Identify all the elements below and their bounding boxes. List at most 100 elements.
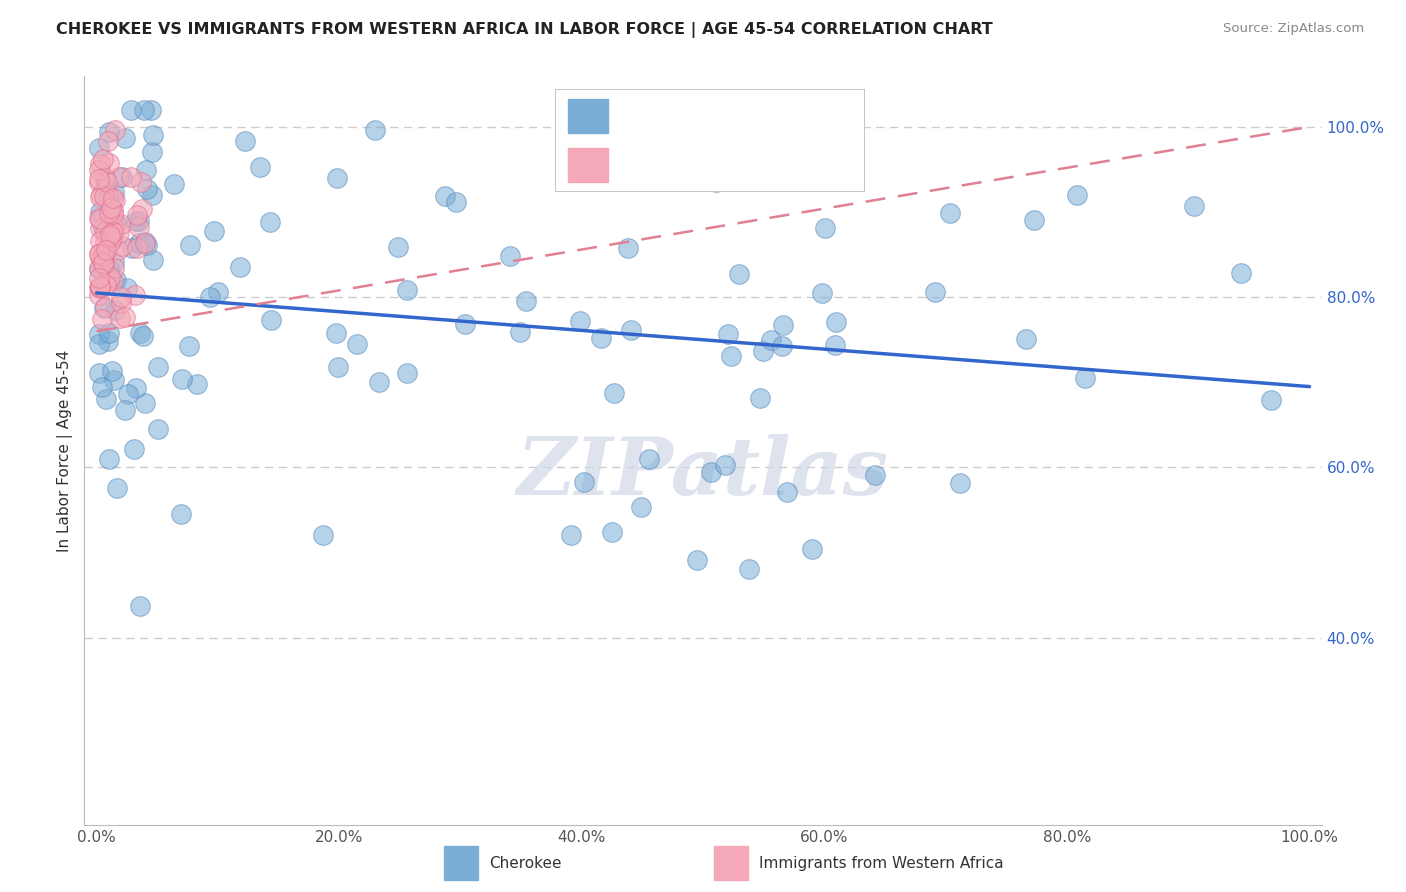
Point <box>97 231 120 245</box>
Point <box>105 216 128 230</box>
Point <box>1024 213 1046 227</box>
Point <box>134 163 156 178</box>
Point <box>103 191 125 205</box>
Point <box>368 376 391 390</box>
Point <box>97 155 120 169</box>
Point <box>727 268 749 282</box>
Point <box>89 175 111 189</box>
Point <box>103 255 125 269</box>
Point <box>128 214 150 228</box>
Point <box>101 230 124 244</box>
Text: -0.145: -0.145 <box>673 107 737 125</box>
Point <box>122 442 145 456</box>
Point <box>114 403 136 417</box>
Point <box>89 205 111 219</box>
Point <box>924 285 946 299</box>
Point <box>87 337 110 351</box>
Point <box>89 234 111 248</box>
Point <box>515 294 537 309</box>
FancyBboxPatch shape <box>714 846 748 880</box>
Point <box>949 475 972 490</box>
Point <box>104 194 127 208</box>
Text: Cherokee: Cherokee <box>489 855 562 871</box>
Point <box>1182 199 1205 213</box>
Point <box>141 188 163 202</box>
Point <box>772 339 794 353</box>
Text: CHEROKEE VS IMMIGRANTS FROM WESTERN AFRICA IN LABOR FORCE | AGE 45-54 CORRELATIO: CHEROKEE VS IMMIGRANTS FROM WESTERN AFRI… <box>56 22 993 38</box>
Point <box>229 260 252 274</box>
Point <box>105 481 128 495</box>
Text: ZIPatlas: ZIPatlas <box>517 434 889 512</box>
Point <box>312 528 335 542</box>
Point <box>591 331 613 345</box>
Point <box>136 237 159 252</box>
Point <box>89 280 111 294</box>
Point <box>146 359 169 374</box>
Point <box>135 182 157 196</box>
Point <box>141 145 163 160</box>
Point <box>98 228 121 243</box>
Point <box>1066 188 1088 202</box>
Point <box>87 261 110 276</box>
Point <box>131 202 153 217</box>
Point <box>249 160 271 174</box>
Point <box>568 314 591 328</box>
Point <box>91 220 114 235</box>
Point <box>824 315 846 329</box>
Point <box>93 301 115 316</box>
Point <box>772 318 794 332</box>
Point <box>100 235 122 249</box>
Point <box>98 262 121 277</box>
Point <box>720 349 742 363</box>
Point <box>93 248 115 262</box>
Point <box>560 105 582 120</box>
Point <box>186 377 208 392</box>
Point <box>87 141 110 155</box>
Point <box>574 475 596 489</box>
Point <box>202 224 225 238</box>
Point <box>776 484 799 499</box>
Point <box>146 422 169 436</box>
Point <box>89 162 111 177</box>
Point <box>93 188 115 202</box>
Point <box>98 326 121 340</box>
Point <box>111 169 134 184</box>
Point <box>94 225 117 239</box>
Point <box>752 344 775 359</box>
FancyBboxPatch shape <box>568 148 607 181</box>
Point <box>396 283 419 297</box>
Point <box>89 211 111 226</box>
Point <box>761 334 783 348</box>
Point <box>1015 333 1038 347</box>
Point <box>89 156 111 170</box>
Point <box>98 270 121 285</box>
Point <box>207 285 229 299</box>
Point <box>1074 371 1097 385</box>
Point <box>97 188 120 202</box>
Point <box>395 366 418 380</box>
Point <box>91 380 114 394</box>
Point <box>87 288 110 302</box>
Point <box>87 247 110 261</box>
Point <box>328 359 350 374</box>
Point <box>104 218 127 232</box>
Point <box>110 310 132 325</box>
Point <box>103 261 125 276</box>
Point <box>346 336 368 351</box>
Point <box>91 311 114 326</box>
Point <box>125 381 148 395</box>
Point <box>114 310 136 324</box>
Point <box>117 280 139 294</box>
Point <box>94 243 117 257</box>
Point <box>98 452 121 467</box>
Point <box>865 467 887 482</box>
Point <box>91 246 114 260</box>
Point <box>103 275 125 289</box>
Point <box>233 134 256 148</box>
Point <box>142 128 165 143</box>
Point <box>97 270 120 285</box>
Point <box>454 317 477 331</box>
Point <box>325 171 347 186</box>
Point <box>717 326 740 341</box>
Point <box>713 458 735 472</box>
